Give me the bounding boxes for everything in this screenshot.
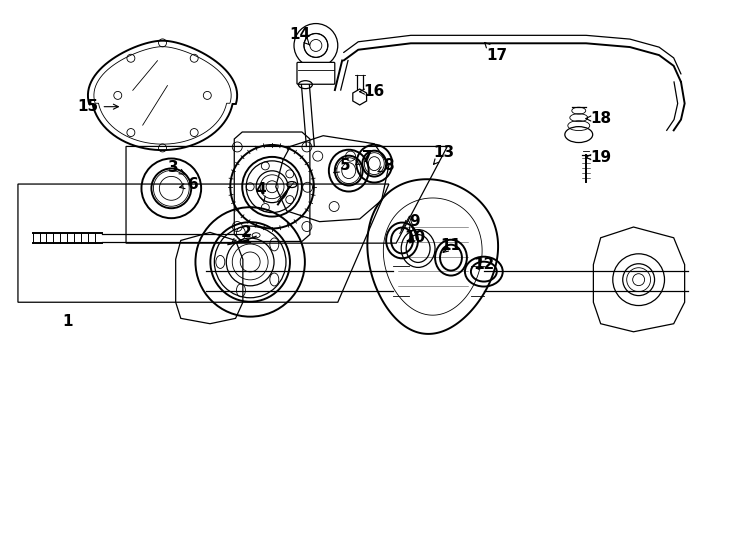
Text: 2: 2 bbox=[231, 225, 252, 244]
Text: 13: 13 bbox=[433, 145, 454, 164]
Text: 3: 3 bbox=[168, 160, 185, 176]
Text: 19: 19 bbox=[586, 150, 611, 165]
Text: 6: 6 bbox=[180, 177, 199, 192]
Text: 11: 11 bbox=[440, 238, 462, 253]
Text: 16: 16 bbox=[360, 84, 385, 99]
Text: 10: 10 bbox=[404, 230, 425, 245]
Text: 17: 17 bbox=[484, 43, 507, 63]
Text: 14: 14 bbox=[289, 27, 310, 45]
Text: 4: 4 bbox=[256, 182, 266, 202]
Text: 18: 18 bbox=[586, 111, 611, 126]
Text: 7: 7 bbox=[356, 150, 372, 165]
Text: 8: 8 bbox=[378, 158, 394, 173]
Text: 15: 15 bbox=[78, 99, 118, 114]
Text: 9: 9 bbox=[409, 214, 420, 232]
Text: 12: 12 bbox=[473, 257, 495, 272]
Text: 1: 1 bbox=[62, 314, 73, 328]
FancyBboxPatch shape bbox=[297, 62, 335, 84]
Text: 5: 5 bbox=[334, 158, 350, 173]
